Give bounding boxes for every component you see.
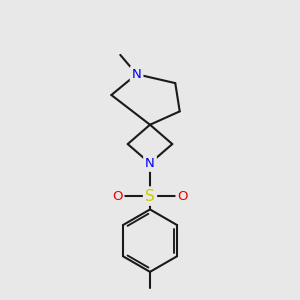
Text: O: O (177, 190, 188, 202)
Text: S: S (145, 189, 155, 204)
Text: O: O (112, 190, 123, 202)
Text: N: N (145, 157, 155, 170)
Text: N: N (132, 68, 142, 81)
